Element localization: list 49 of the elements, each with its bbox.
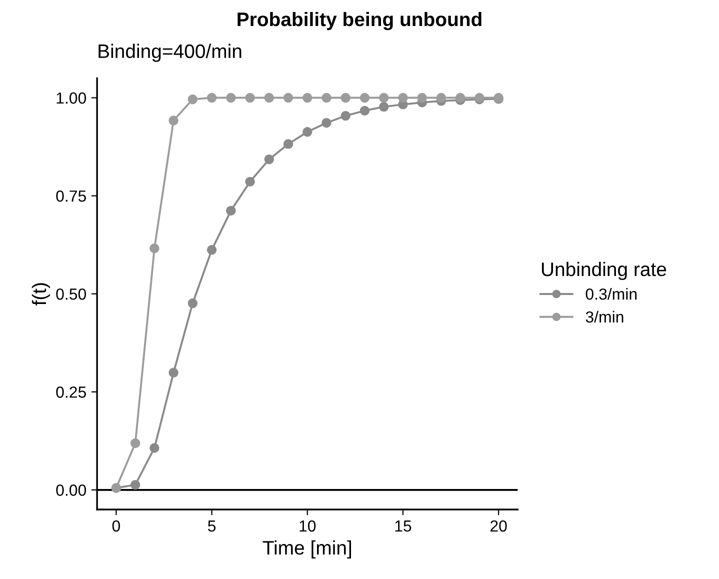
point (168, 116, 178, 126)
legend-label: 3/min (586, 310, 624, 323)
point (150, 243, 160, 254)
chart-title: Probability being unbound (238, 12, 482, 30)
legend-title: Unbinding rate (542, 262, 666, 280)
y-tick-label: 0.75 (56, 190, 86, 202)
point (455, 92, 466, 103)
point (226, 92, 236, 103)
x-tick-label: 15 (395, 520, 412, 532)
point (188, 298, 198, 308)
x-tick-label: 10 (300, 520, 316, 532)
point (417, 92, 427, 103)
point (360, 106, 370, 116)
point (206, 245, 217, 255)
point (150, 443, 160, 453)
y-tick-label: 0.00 (56, 484, 86, 496)
point (283, 139, 294, 149)
point (245, 92, 255, 103)
point (188, 94, 198, 104)
point (378, 92, 389, 103)
point (206, 92, 217, 103)
point (322, 92, 332, 103)
point (340, 92, 350, 103)
point (360, 92, 370, 103)
point (264, 154, 274, 164)
y-tick-label: 0.25 (56, 386, 86, 398)
chart-subtitle: Binding=400/min (98, 44, 242, 62)
y-tick-label: 0.50 (56, 288, 86, 300)
point (436, 92, 446, 103)
point (302, 127, 312, 137)
legend-label: 0.3/min (586, 288, 637, 300)
point (340, 110, 350, 121)
point (264, 92, 274, 103)
point (245, 176, 255, 187)
point (130, 480, 140, 490)
x-tick-label: 5 (208, 520, 216, 532)
point (302, 92, 312, 103)
point (130, 438, 140, 448)
point (322, 118, 332, 128)
point (283, 92, 294, 103)
x-tick-label: 0 (112, 520, 120, 532)
x-axis-title: Time [min] (262, 540, 351, 559)
y-axis-title: f(t) (32, 283, 50, 306)
point (378, 102, 389, 112)
point (226, 206, 236, 216)
point (398, 92, 408, 103)
x-tick-label: 20 (490, 520, 507, 532)
y-tick-label: 1.00 (56, 92, 86, 104)
point (168, 368, 178, 378)
